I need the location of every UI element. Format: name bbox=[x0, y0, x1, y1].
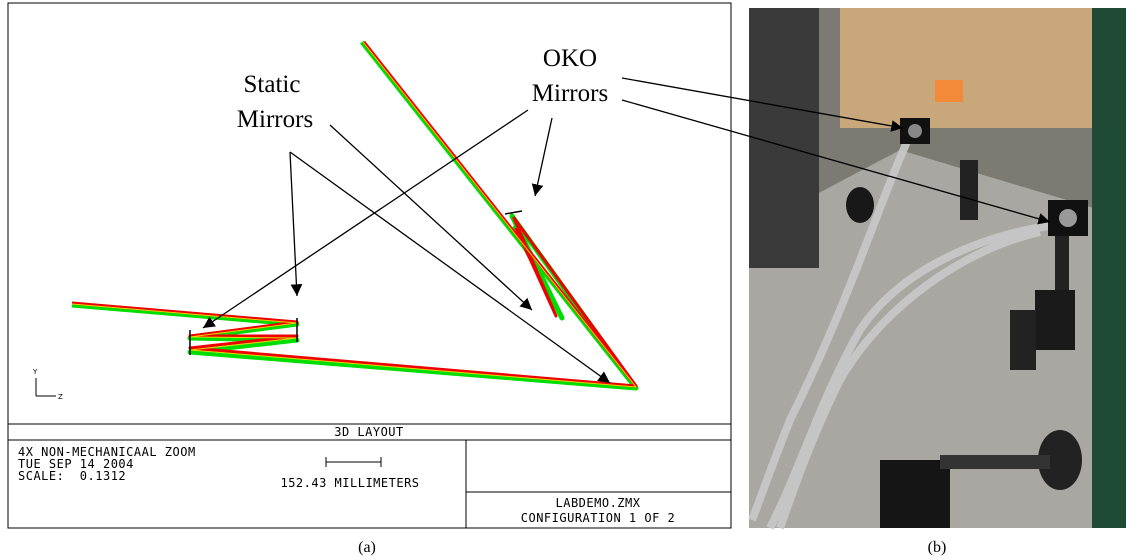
scale-text: 152.43 MILLIMETERS bbox=[280, 476, 419, 490]
panel-a: Static Mirrors OKO Mirrors Y Z 3D LAYOUT… bbox=[8, 3, 731, 528]
panel-b-photo bbox=[749, 8, 1126, 528]
axis-label: Y bbox=[32, 368, 38, 376]
file-name: LABDEMO.ZMX bbox=[556, 496, 641, 510]
oko-label: Mirrors bbox=[532, 80, 608, 107]
axis-triad: Y Z bbox=[32, 368, 63, 401]
static-label: Static bbox=[244, 71, 301, 98]
info-line: SCALE: 0.1312 bbox=[18, 469, 126, 483]
oko-label: OKO bbox=[543, 45, 597, 72]
scale-bar bbox=[326, 457, 381, 467]
axis-label: Z bbox=[58, 393, 63, 401]
static-label: Mirrors bbox=[237, 106, 313, 133]
page: Static Mirrors OKO Mirrors Y Z 3D LAYOUT… bbox=[0, 0, 1135, 559]
figure: Static Mirrors OKO Mirrors Y Z 3D LAYOUT… bbox=[0, 0, 1135, 559]
layout-title: 3D LAYOUT bbox=[334, 425, 404, 439]
config: CONFIGURATION 1 OF 2 bbox=[521, 511, 676, 525]
caption: (b) bbox=[928, 539, 947, 556]
caption: (a) bbox=[358, 539, 376, 556]
